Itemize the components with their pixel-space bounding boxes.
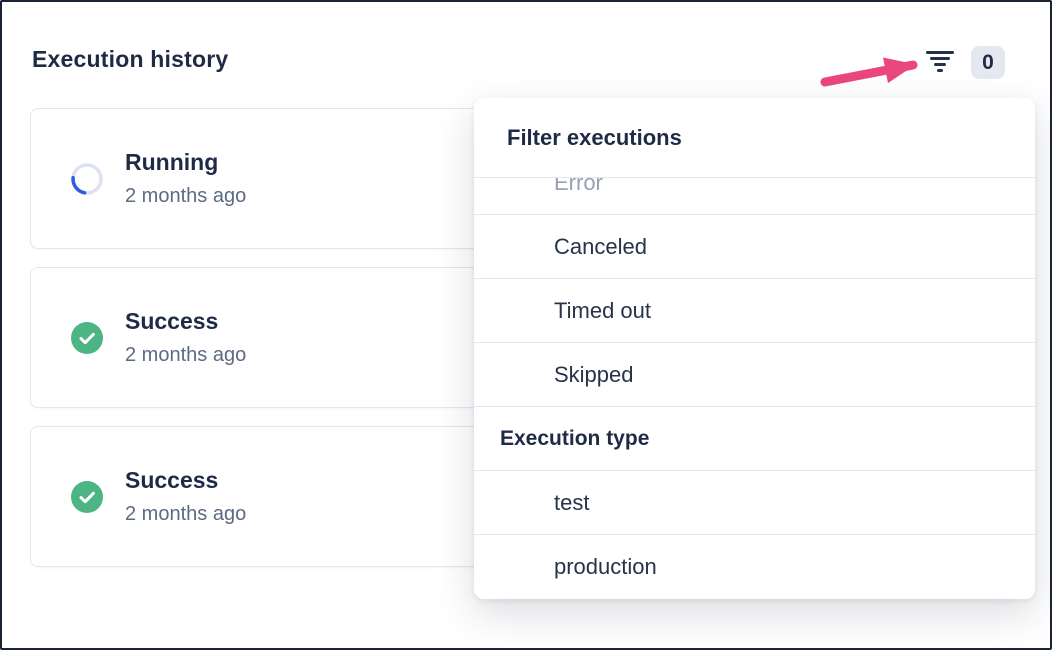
- execution-status: Running: [125, 149, 219, 175]
- execution-status: Success: [125, 467, 219, 493]
- execution-time: 2 months ago: [125, 503, 247, 525]
- filter-icon: [934, 62, 946, 66]
- execution-time: 2 months ago: [125, 185, 247, 207]
- filter-dropdown: Filter executions Error Canceled Timed o…: [474, 98, 1035, 599]
- success-check-icon: [71, 321, 103, 354]
- filter-option-canceled[interactable]: Canceled: [474, 215, 1035, 279]
- execution-card-text: Success 2 months ago: [125, 467, 246, 526]
- filter-option-test[interactable]: test: [474, 471, 1035, 535]
- execution-status: Success: [125, 308, 219, 334]
- success-check-icon: [71, 480, 103, 513]
- filter-option-skipped[interactable]: Skipped: [474, 343, 1035, 407]
- filter-dropdown-list: Error Canceled Timed out Skipped Executi…: [474, 178, 1035, 599]
- filter-section-execution-type: Execution type: [474, 407, 1035, 471]
- filter-icon: [930, 56, 950, 60]
- filter-option-production[interactable]: production: [474, 535, 1035, 599]
- filter-button[interactable]: [920, 45, 960, 77]
- filter-count-badge: 0: [971, 46, 1005, 79]
- execution-card-text: Running 2 months ago: [125, 149, 246, 208]
- execution-time: 2 months ago: [125, 344, 247, 366]
- filter-dropdown-title: Filter executions: [474, 98, 1035, 178]
- filter-option-error[interactable]: Error: [474, 178, 1035, 215]
- filter-icon: [937, 68, 943, 72]
- filter-icon: [926, 50, 954, 54]
- filter-option-timed-out[interactable]: Timed out: [474, 279, 1035, 343]
- spinner-icon: [71, 162, 103, 195]
- page-title: Execution history: [32, 46, 229, 72]
- execution-card-text: Success 2 months ago: [125, 308, 246, 367]
